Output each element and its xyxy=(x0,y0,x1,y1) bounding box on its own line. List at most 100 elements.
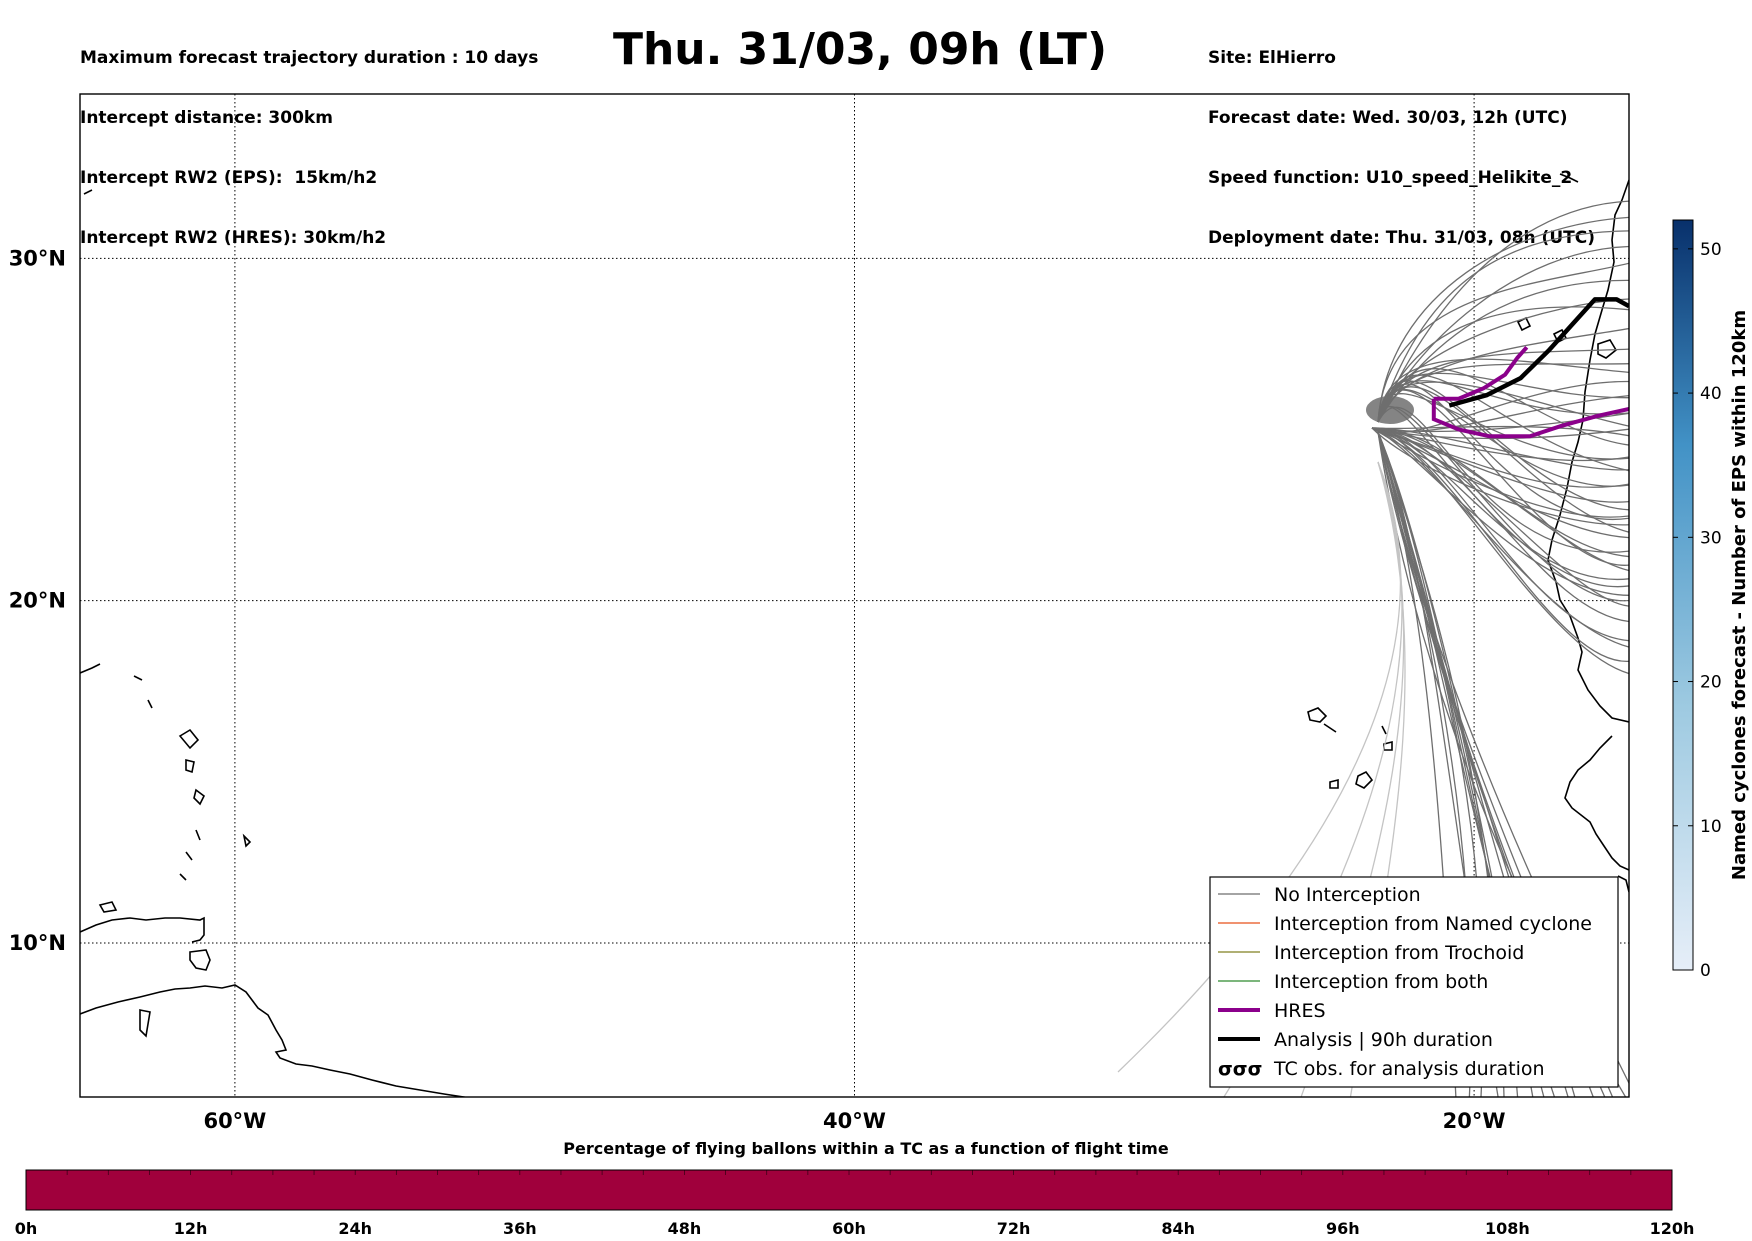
colorbar-bottom-tick-label: 12h xyxy=(174,1219,208,1238)
legend-label: Interception from Named cyclone xyxy=(1274,913,1592,935)
island xyxy=(178,728,200,750)
colorbar-bottom-bar xyxy=(25,1169,1673,1211)
eps-track xyxy=(1371,427,1629,581)
island xyxy=(1617,875,1629,893)
eps-track xyxy=(1371,427,1629,642)
eps-track xyxy=(1377,368,1629,446)
cape-verde-islands xyxy=(1329,778,1339,789)
island xyxy=(193,788,206,806)
colorbar-tick-label: 0 xyxy=(1700,961,1711,981)
eps-track xyxy=(1377,374,1629,472)
latitude-tick-label: 20°N xyxy=(9,589,66,613)
header-line: Maximum forecast trajectory duration : 1… xyxy=(80,48,539,68)
header-line: Intercept RW2 (HRES): 30km/h2 xyxy=(80,228,387,248)
eps-track xyxy=(1371,427,1629,648)
header-left-info: Maximum forecast trajectory duration : 1… xyxy=(80,8,538,268)
legend: No Interception Interception from Named c… xyxy=(1209,876,1619,1088)
eps-track xyxy=(1371,427,1629,622)
header-line: Speed function: U10_speed_Helikite_2 xyxy=(1208,168,1573,188)
eps-track xyxy=(1371,427,1629,471)
colorbar-tick-label: 50 xyxy=(1700,240,1722,260)
colorbar-bottom: Percentage of flying ballons within a TC… xyxy=(15,1139,1695,1238)
legend-label: Analysis | 90h duration xyxy=(1274,1029,1493,1051)
graticule xyxy=(80,94,1629,1097)
hres-track xyxy=(1431,398,1629,439)
eps-track xyxy=(1371,427,1629,526)
eps-track xyxy=(1377,358,1629,423)
colorbar-bottom-tick-label: 108h xyxy=(1485,1219,1530,1238)
eps-cluster xyxy=(1366,396,1414,424)
header-line: Intercept distance: 300km xyxy=(80,108,333,128)
eps-track xyxy=(1377,389,1629,566)
colorbar-bottom-tick-label: 24h xyxy=(338,1219,372,1238)
colorbar-tick-label: 30 xyxy=(1700,528,1722,548)
colorbar-label: Named cyclones forecast - Number of EPS … xyxy=(1729,310,1750,880)
eps-track xyxy=(1371,425,1629,437)
eps-track xyxy=(1377,381,1629,427)
cape-verde-islands xyxy=(1381,725,1387,735)
island xyxy=(185,851,193,861)
colorbar-tick-label: 20 xyxy=(1700,673,1722,693)
legend-label: Interception from Trochoid xyxy=(1274,942,1524,964)
colorbar-bottom-tick-label: 96h xyxy=(1326,1219,1360,1238)
eps-track xyxy=(1377,262,1629,423)
island xyxy=(147,699,153,709)
legend-label: Interception from both xyxy=(1274,971,1488,993)
colorbar-bottom-tick-label: 120h xyxy=(1650,1219,1695,1238)
eps-track xyxy=(1377,230,1629,423)
eps-track xyxy=(1377,348,1629,423)
island xyxy=(139,1009,151,1038)
island xyxy=(133,675,143,681)
africa-coastline xyxy=(1547,179,1629,723)
venezuela-coast xyxy=(80,916,205,943)
colorbar-bottom-tick-label: 36h xyxy=(503,1219,537,1238)
madeira xyxy=(1559,173,1579,183)
eps-track xyxy=(1377,200,1629,423)
header-line: Forecast date: Wed. 30/03, 12h (UTC) xyxy=(1208,108,1568,128)
colorbar-bottom-tick-label: 48h xyxy=(668,1219,702,1238)
eps-track xyxy=(1371,427,1629,557)
island xyxy=(195,829,201,841)
colorbar-bottom-title: Percentage of flying ballons within a TC… xyxy=(563,1139,1169,1158)
canary-islands xyxy=(1597,339,1618,359)
eps-track xyxy=(1371,427,1629,674)
figure-title: Thu. 31/03, 09h (LT) xyxy=(612,24,1108,75)
colorbar-bottom-tick-label: 72h xyxy=(997,1219,1031,1238)
island xyxy=(242,833,252,848)
longitude-tick-label: 40°W xyxy=(823,1109,886,1133)
legend-label: HRES xyxy=(1274,1000,1326,1022)
island xyxy=(83,189,93,195)
colorbar-bottom-tick-label: 84h xyxy=(1161,1219,1195,1238)
island xyxy=(98,901,118,913)
cape-verde-islands xyxy=(1355,770,1374,789)
colorbar-bottom-tick-label: 0h xyxy=(15,1219,38,1238)
header-right-info: Site: ElHierro Forecast date: Wed. 30/03… xyxy=(1208,8,1595,268)
hres-track xyxy=(1433,345,1529,401)
colorbar-tick-label: 40 xyxy=(1700,384,1722,404)
colorbar-bottom-tick-label: 60h xyxy=(832,1219,866,1238)
eps-track xyxy=(1371,427,1629,607)
trinidad-island xyxy=(189,949,211,971)
island xyxy=(179,873,187,881)
colorbar-tick-label: 10 xyxy=(1700,817,1722,837)
island xyxy=(185,758,195,774)
cape-verde-islands xyxy=(1323,723,1337,733)
header-line: Intercept RW2 (EPS): 15km/h2 xyxy=(80,168,378,188)
legend-tc-symbol: σσσ xyxy=(1218,1058,1262,1080)
analysis-track xyxy=(1448,297,1629,408)
latitude-tick-label: 10°N xyxy=(9,931,66,955)
longitude-tick-label: 60°W xyxy=(203,1109,266,1133)
africa-coastline xyxy=(1564,735,1629,871)
eps-track xyxy=(1371,427,1629,572)
legend-box xyxy=(1209,876,1619,1088)
legend-label: No Interception xyxy=(1274,884,1421,906)
lesser-antilles xyxy=(80,663,101,674)
colorbar-right: Named cyclones forecast - Number of EPS … xyxy=(1672,219,1750,981)
axis-labels: 30°N 20°N 10°N 60°W 40°W 20°W xyxy=(9,246,1506,1133)
colorbar-gradient xyxy=(1672,219,1694,971)
legend-label: TC obs. for analysis duration xyxy=(1273,1058,1545,1080)
eps-track xyxy=(1377,216,1629,423)
cape-verde-islands xyxy=(1307,707,1328,723)
south-america-coastline xyxy=(80,984,469,1097)
